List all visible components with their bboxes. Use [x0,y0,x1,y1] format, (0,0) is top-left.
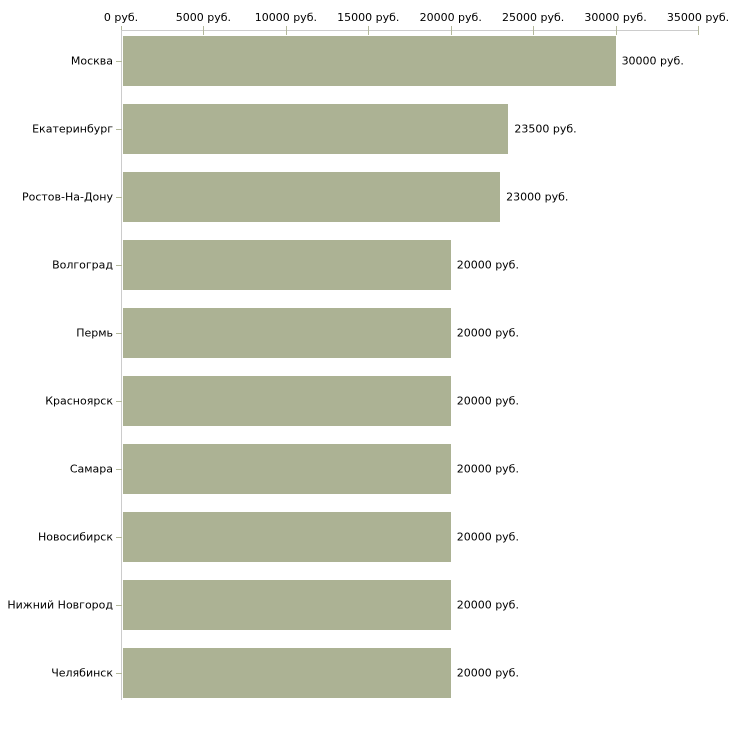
y-axis-category-label: Москва [70,54,113,68]
y-axis-tick [116,197,122,198]
x-axis-tick [285,26,287,35]
bar-value-label: 20000 руб. [456,530,519,544]
x-axis-tick [533,26,535,35]
bar-value-label: 20000 руб. [456,666,519,680]
y-axis-category-label: Пермь [76,326,113,340]
bar-value-label: 23500 руб. [514,122,577,136]
bar-value-label: 30000 руб. [621,54,684,68]
bar[interactable] [123,172,501,222]
y-axis-tick [116,537,122,538]
y-axis-tick [116,61,122,62]
y-axis-tick [116,333,122,334]
x-axis-tick-label: 15000 руб. [337,11,400,24]
y-axis-line [121,30,122,700]
bar[interactable] [123,444,451,494]
y-axis-category-label: Челябинск [51,666,113,680]
y-axis-category-label: Екатеринбург [32,122,113,136]
y-axis-category-label: Нижний Новгород [7,598,113,612]
y-axis-category-label: Самара [69,462,113,476]
x-axis-tick [368,26,370,35]
y-axis-tick [116,469,122,470]
y-axis-category-label: Ростов-На-Дону [21,190,113,204]
x-axis-tick-label: 35000 руб. [666,11,730,24]
bar-value-label: 20000 руб. [456,258,519,272]
y-axis-tick [116,265,122,266]
y-axis-category-label: Новосибирск [37,530,113,544]
x-axis-line [121,30,698,31]
x-axis-tick-label: 25000 руб. [502,11,565,24]
y-axis-category-label: Красноярск [45,394,113,408]
bar[interactable] [123,580,451,630]
bar-value-label: 20000 руб. [456,462,519,476]
x-axis-tick-label: 30000 руб. [584,11,647,24]
y-axis-tick [116,605,122,606]
y-axis-category-label: Волгоград [52,258,113,272]
bar-value-label: 20000 руб. [456,326,519,340]
x-axis-tick-label: 10000 руб. [254,11,317,24]
bar[interactable] [123,648,451,698]
y-axis-tick [116,673,122,674]
x-axis-tick-label: 0 руб. [103,11,139,24]
bar[interactable] [123,376,451,426]
bar-value-label: 20000 руб. [456,598,519,612]
x-axis-tick [203,26,205,35]
y-axis-tick [116,401,122,402]
bar[interactable] [123,36,616,86]
bar[interactable] [123,104,509,154]
bar[interactable] [123,512,451,562]
x-axis-tick-label: 20000 руб. [419,11,482,24]
bar-value-label: 20000 руб. [456,394,519,408]
bar-value-label: 23000 руб. [506,190,569,204]
x-axis-tick [450,26,452,35]
bar[interactable] [123,240,451,290]
y-axis-tick [116,129,122,130]
x-axis-tick [615,26,617,35]
bar[interactable] [123,308,451,358]
x-axis-tick-label: 5000 руб. [175,11,232,24]
x-axis-tick [698,26,699,35]
